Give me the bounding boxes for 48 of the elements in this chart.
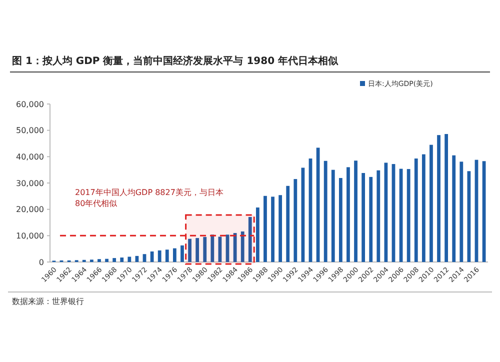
bar — [422, 154, 426, 262]
bar — [210, 234, 214, 262]
source-note: 数据来源：世界银行 — [12, 297, 84, 306]
bar — [376, 170, 380, 262]
bar — [444, 134, 448, 262]
bar — [158, 250, 162, 262]
bar — [203, 236, 207, 262]
bar — [324, 160, 328, 262]
bar — [98, 259, 101, 262]
bar — [346, 167, 350, 262]
bar — [406, 169, 410, 262]
y-tick-label: 10,000 — [16, 231, 44, 240]
bar — [172, 248, 176, 262]
bar — [294, 179, 298, 262]
bar — [165, 250, 169, 262]
y-tick-label: 50,000 — [16, 126, 44, 136]
bar — [248, 216, 252, 262]
y-tick-label: 0 — [38, 258, 44, 267]
bar — [188, 238, 192, 262]
bar — [256, 207, 260, 262]
annotation: 2017年中国人均GDP 8827美元，与日本 80年代相似 — [75, 188, 224, 208]
bar — [362, 172, 366, 262]
bar — [264, 196, 267, 262]
bar — [430, 144, 433, 262]
bar — [105, 258, 108, 262]
bar — [196, 238, 200, 262]
bar — [120, 258, 124, 262]
bar — [354, 160, 358, 262]
bar — [414, 158, 418, 262]
y-tick-label: 40,000 — [16, 152, 44, 162]
y-tick-label: 30,000 — [16, 178, 44, 188]
y-tick-label: 20,000 — [16, 205, 44, 214]
bar — [142, 254, 146, 262]
bar — [128, 256, 132, 262]
bar — [278, 195, 282, 262]
bar — [437, 135, 440, 262]
bar — [271, 196, 274, 262]
bar — [369, 176, 373, 262]
bar — [460, 162, 464, 262]
bar — [338, 178, 342, 262]
chart-title: 图 1：按人均 GDP 衡量，当前中国经济发展水平与 1980 年代日本相似 — [12, 55, 340, 67]
bar — [180, 245, 184, 262]
bar — [331, 170, 335, 262]
y-tick-label: 60,000 — [16, 100, 44, 109]
bar — [286, 186, 290, 262]
bar — [452, 155, 456, 262]
bar — [112, 258, 116, 262]
bar — [240, 231, 244, 262]
